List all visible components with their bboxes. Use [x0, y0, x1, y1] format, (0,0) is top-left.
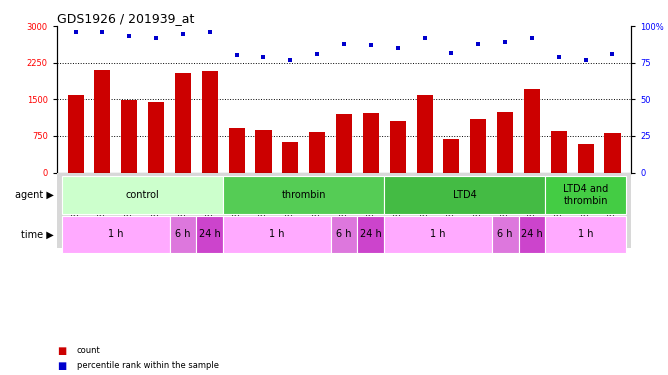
Text: 24 h: 24 h [521, 230, 543, 239]
Bar [202, 70, 218, 172]
Text: 6 h: 6 h [336, 230, 352, 239]
Bar [228, 128, 244, 172]
Text: 6 h: 6 h [175, 230, 190, 239]
Bar [62, 176, 223, 214]
Point [607, 51, 618, 57]
Point [204, 29, 215, 35]
Bar [524, 88, 540, 172]
Text: count: count [77, 346, 101, 355]
Text: GSM27930: GSM27930 [393, 176, 402, 222]
Point [365, 42, 376, 48]
Bar [384, 176, 545, 214]
Text: 6 h: 6 h [498, 230, 513, 239]
Bar [384, 216, 492, 253]
Bar [518, 216, 545, 253]
Bar [363, 112, 379, 172]
Bar [357, 216, 384, 253]
Bar [121, 100, 138, 172]
Text: ■: ■ [57, 346, 66, 355]
Text: GSM82529: GSM82529 [554, 176, 563, 222]
Text: GSM82526: GSM82526 [420, 176, 429, 222]
Text: 24 h: 24 h [360, 230, 381, 239]
Text: GSM82528: GSM82528 [259, 176, 268, 222]
Bar [94, 70, 110, 172]
Text: agent ▶: agent ▶ [15, 190, 53, 200]
Text: ■: ■ [57, 361, 66, 370]
Point [312, 51, 323, 57]
Text: GSM82535: GSM82535 [474, 176, 483, 222]
Bar [417, 95, 433, 172]
Text: GSM82538: GSM82538 [178, 176, 188, 222]
Point [285, 57, 296, 63]
Text: GSM82533: GSM82533 [581, 176, 590, 222]
Point [500, 39, 510, 45]
Point [392, 45, 403, 51]
Bar [578, 144, 594, 172]
Bar [223, 176, 384, 214]
Text: GSM95411: GSM95411 [339, 176, 349, 222]
Bar [389, 122, 405, 172]
Text: 24 h: 24 h [199, 230, 220, 239]
Text: control: control [126, 190, 160, 200]
Text: 1 h: 1 h [578, 230, 593, 239]
Point [97, 29, 108, 35]
Text: thrombin: thrombin [281, 190, 326, 200]
Bar [545, 216, 626, 253]
Text: LTD4: LTD4 [453, 190, 477, 200]
Point [70, 29, 81, 35]
Text: GSM82534: GSM82534 [152, 176, 160, 222]
Text: 1 h: 1 h [269, 230, 285, 239]
Text: 1 h: 1 h [430, 230, 446, 239]
Bar [545, 176, 626, 214]
Text: GSM82541: GSM82541 [528, 176, 536, 222]
Bar [196, 216, 223, 253]
Text: GSM82539: GSM82539 [500, 176, 510, 222]
Bar [283, 142, 299, 172]
Text: GSM82530: GSM82530 [125, 176, 134, 222]
Text: 1 h: 1 h [108, 230, 124, 239]
Bar [170, 216, 196, 253]
Bar [255, 130, 271, 172]
Text: GDS1926 / 201939_at: GDS1926 / 201939_at [57, 12, 194, 25]
Text: time ▶: time ▶ [21, 230, 53, 239]
Bar [444, 140, 460, 172]
Point [526, 35, 537, 41]
Text: GSM82536: GSM82536 [313, 176, 322, 222]
Text: GSM82525: GSM82525 [98, 176, 107, 222]
Bar [550, 131, 567, 172]
Text: GSM82540: GSM82540 [205, 176, 214, 222]
Text: GSM82531: GSM82531 [447, 176, 456, 222]
Point [446, 50, 457, 55]
Bar [148, 102, 164, 172]
Bar [497, 112, 513, 172]
Bar [470, 119, 486, 172]
Bar [67, 94, 84, 172]
Text: percentile rank within the sample: percentile rank within the sample [77, 361, 219, 370]
Text: GSM95410: GSM95410 [366, 176, 375, 222]
Point [124, 33, 135, 39]
Point [231, 53, 242, 58]
Point [151, 35, 162, 41]
Point [258, 54, 269, 60]
Bar [336, 114, 352, 172]
Text: GSM82527: GSM82527 [232, 176, 241, 222]
Bar [605, 132, 621, 172]
Point [420, 35, 430, 41]
Text: LTD4 and
thrombin: LTD4 and thrombin [563, 184, 609, 206]
Point [580, 57, 591, 63]
Bar [62, 216, 170, 253]
Text: GSM82532: GSM82532 [286, 176, 295, 222]
Point [553, 54, 564, 60]
Bar [223, 216, 331, 253]
Text: GSM27929: GSM27929 [71, 176, 80, 222]
Point [473, 41, 484, 47]
Bar [309, 132, 325, 172]
Point [178, 31, 188, 37]
Bar [331, 216, 357, 253]
Point [339, 41, 349, 47]
Bar [492, 216, 518, 253]
Bar [175, 73, 191, 172]
Text: GSM82537: GSM82537 [608, 176, 617, 222]
